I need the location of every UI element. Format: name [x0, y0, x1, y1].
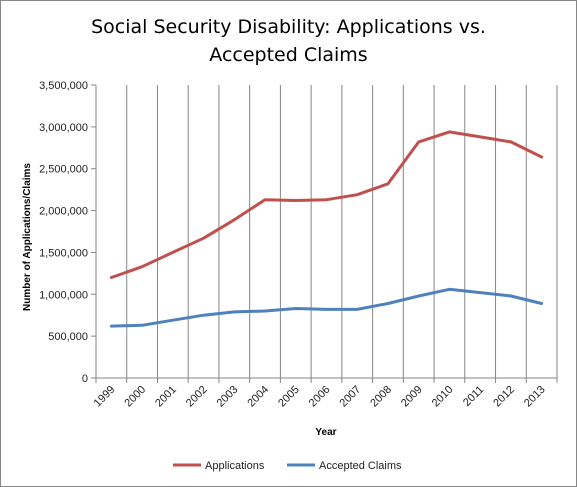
y-tick-label: 2,000,000 [39, 206, 88, 218]
x-axis-title: Year [315, 427, 336, 438]
series-line-applications [109, 130, 544, 279]
chart-title-line-1: Social Security Disability: Applications… [91, 16, 486, 38]
legend-label: Applications [205, 460, 265, 472]
chart-title-line-2: Accepted Claims [209, 44, 368, 66]
x-tick-labels: 1999 2000 2001 2002 2003 2004 2005 2006 2007 2008… [92, 378, 558, 410]
legend-label: Accepted Claims [319, 460, 402, 472]
y-tick-label: 0 [82, 373, 88, 385]
series-lines [109, 130, 544, 328]
x-tick-label: 2008 [368, 384, 394, 410]
y-axis-title: Number of Applications/Claims [22, 163, 33, 311]
y-tick-label: 1,000,000 [39, 289, 88, 301]
y-tick-label: 500,000 [48, 331, 88, 343]
legend: Applications Accepted Claims [173, 460, 402, 472]
axes [95, 85, 557, 379]
x-tick-label: 2009 [399, 384, 425, 410]
x-tick-label: 2001 [153, 384, 179, 410]
x-tick-label: 2000 [122, 384, 148, 410]
y-tick-label: 2,500,000 [39, 164, 88, 176]
x-tick-label: 2013 [522, 384, 548, 410]
gridlines [126, 85, 558, 378]
x-tick-label: 2005 [276, 384, 302, 410]
x-tick-label: 2011 [461, 384, 486, 409]
y-tick-label: 1,500,000 [39, 247, 88, 259]
y-tick-label: 3,000,000 [39, 122, 88, 134]
y-tick-label: 3,500,000 [39, 80, 88, 92]
x-tick-label: 2004 [245, 384, 271, 410]
x-tick-label: 2010 [430, 384, 456, 410]
chart-title: Social Security Disability: Applications… [0, 13, 577, 69]
x-tick-label: 2012 [491, 384, 517, 410]
y-tick-labels: 0 500,000 1,000,000 1,500,000 2,000,000 2,500… [39, 80, 96, 385]
x-tick-label: 2002 [184, 384, 210, 410]
series-line-accepted-claims [109, 287, 544, 328]
x-tick-label: 2007 [338, 384, 364, 410]
x-tick-label: 1999 [92, 384, 118, 410]
x-tick-label: 2003 [215, 384, 241, 410]
x-tick-label: 2006 [307, 384, 333, 410]
